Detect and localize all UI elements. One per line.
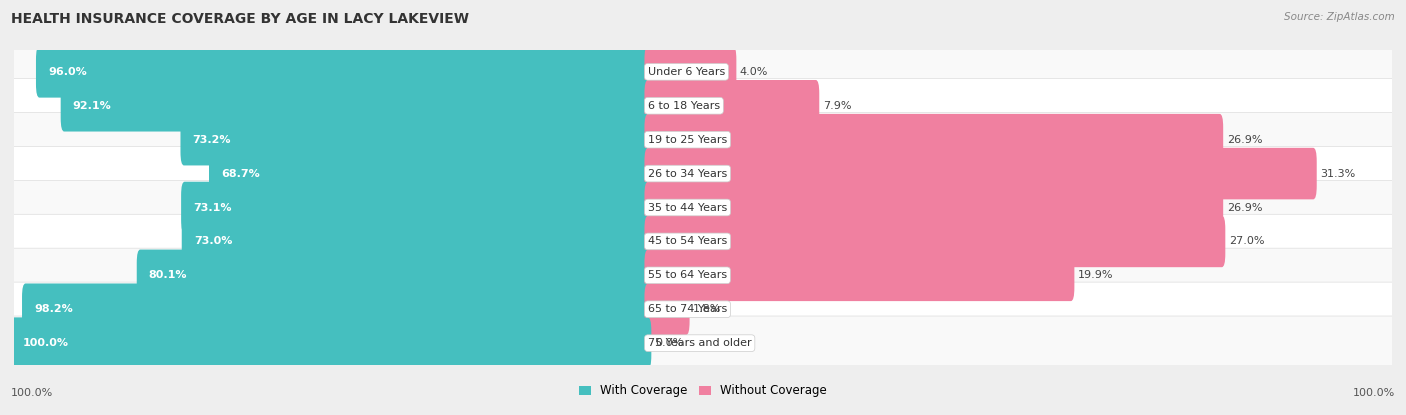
Text: 55 to 64 Years: 55 to 64 Years: [648, 270, 727, 280]
Text: 26.9%: 26.9%: [1226, 203, 1263, 212]
FancyBboxPatch shape: [11, 45, 1395, 99]
Text: 0.0%: 0.0%: [655, 338, 683, 348]
Text: 7.9%: 7.9%: [823, 101, 851, 111]
Text: 68.7%: 68.7%: [221, 168, 260, 178]
FancyBboxPatch shape: [209, 148, 651, 199]
FancyBboxPatch shape: [11, 146, 1395, 201]
FancyBboxPatch shape: [644, 80, 820, 132]
FancyBboxPatch shape: [11, 317, 651, 369]
Text: 73.2%: 73.2%: [193, 135, 231, 145]
FancyBboxPatch shape: [644, 148, 1317, 199]
Text: 27.0%: 27.0%: [1229, 237, 1264, 247]
Text: 26 to 34 Years: 26 to 34 Years: [648, 168, 727, 178]
FancyBboxPatch shape: [11, 181, 1395, 234]
Text: 45 to 54 Years: 45 to 54 Years: [648, 237, 727, 247]
FancyBboxPatch shape: [11, 78, 1395, 133]
Text: 96.0%: 96.0%: [48, 67, 87, 77]
FancyBboxPatch shape: [11, 214, 1395, 269]
FancyBboxPatch shape: [644, 46, 737, 98]
FancyBboxPatch shape: [644, 216, 1225, 267]
Text: 100.0%: 100.0%: [22, 338, 69, 348]
Text: 31.3%: 31.3%: [1320, 168, 1355, 178]
Text: 4.0%: 4.0%: [740, 67, 768, 77]
Text: 75 Years and older: 75 Years and older: [648, 338, 752, 348]
Text: 100.0%: 100.0%: [1353, 388, 1395, 398]
Text: 80.1%: 80.1%: [149, 270, 187, 280]
FancyBboxPatch shape: [136, 249, 651, 301]
Text: 92.1%: 92.1%: [73, 101, 111, 111]
Text: 73.1%: 73.1%: [193, 203, 232, 212]
Text: 73.0%: 73.0%: [194, 237, 232, 247]
Text: 26.9%: 26.9%: [1226, 135, 1263, 145]
Text: 19.9%: 19.9%: [1078, 270, 1114, 280]
FancyBboxPatch shape: [644, 249, 1074, 301]
Text: 35 to 44 Years: 35 to 44 Years: [648, 203, 727, 212]
Text: 98.2%: 98.2%: [34, 304, 73, 314]
FancyBboxPatch shape: [181, 216, 651, 267]
FancyBboxPatch shape: [11, 282, 1395, 337]
FancyBboxPatch shape: [11, 112, 1395, 167]
FancyBboxPatch shape: [181, 182, 651, 233]
Text: Source: ZipAtlas.com: Source: ZipAtlas.com: [1284, 12, 1395, 22]
Text: Under 6 Years: Under 6 Years: [648, 67, 725, 77]
FancyBboxPatch shape: [11, 316, 1395, 370]
FancyBboxPatch shape: [180, 114, 651, 166]
Text: 65 to 74 Years: 65 to 74 Years: [648, 304, 727, 314]
Text: 19 to 25 Years: 19 to 25 Years: [648, 135, 727, 145]
FancyBboxPatch shape: [22, 283, 651, 335]
Text: 100.0%: 100.0%: [11, 388, 53, 398]
FancyBboxPatch shape: [644, 114, 1223, 166]
FancyBboxPatch shape: [60, 80, 651, 132]
Text: 6 to 18 Years: 6 to 18 Years: [648, 101, 720, 111]
Text: HEALTH INSURANCE COVERAGE BY AGE IN LACY LAKEVIEW: HEALTH INSURANCE COVERAGE BY AGE IN LACY…: [11, 12, 470, 27]
FancyBboxPatch shape: [644, 283, 689, 335]
FancyBboxPatch shape: [37, 46, 651, 98]
Legend: With Coverage, Without Coverage: With Coverage, Without Coverage: [579, 384, 827, 397]
FancyBboxPatch shape: [644, 182, 1223, 233]
FancyBboxPatch shape: [11, 248, 1395, 303]
Text: 1.8%: 1.8%: [693, 304, 721, 314]
